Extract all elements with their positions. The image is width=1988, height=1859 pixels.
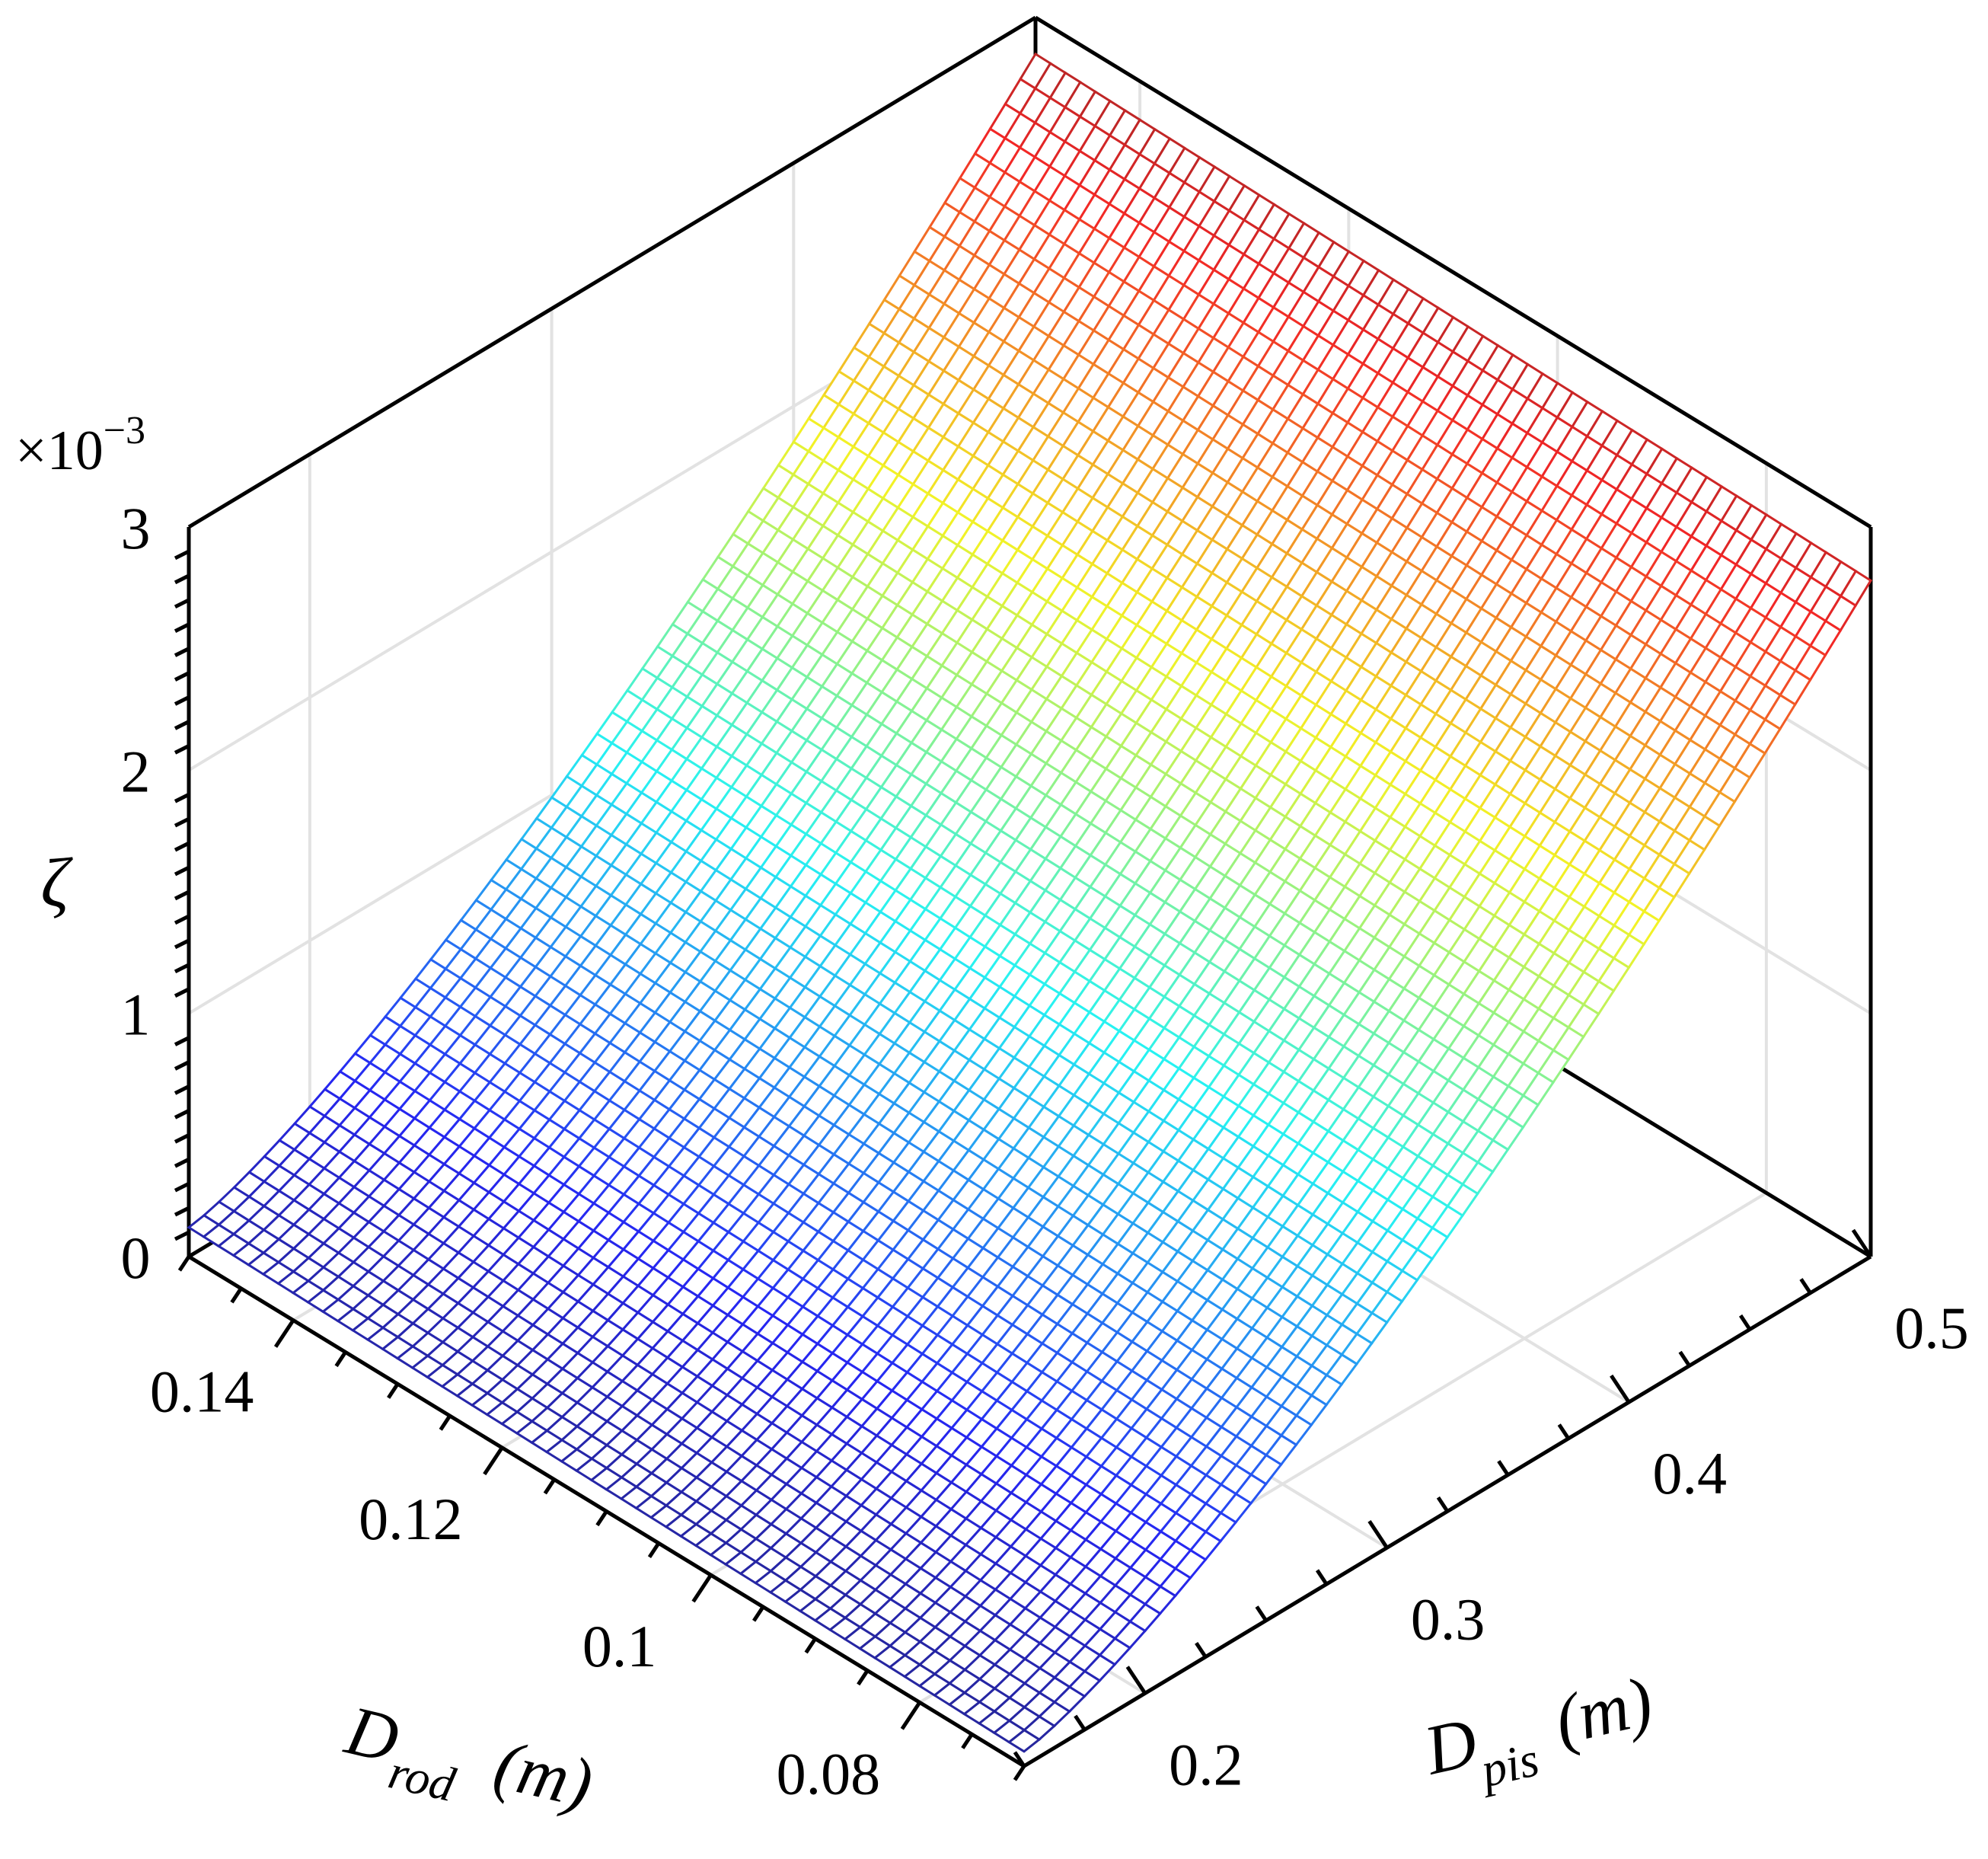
y-tick-minor	[1557, 1423, 1570, 1440]
y-tick-minor	[1436, 1496, 1450, 1512]
z-tick-label: 3	[121, 495, 151, 561]
svg-text:rod: rod	[384, 1744, 461, 1812]
z-exponent-label: ×10−3	[15, 409, 145, 482]
z-tick-minor	[174, 671, 190, 682]
x-tick-major	[691, 1573, 713, 1603]
svg-text:pis: pis	[1473, 1732, 1544, 1798]
x-tick-minor	[961, 1733, 974, 1749]
x-tick-minor	[387, 1382, 400, 1399]
y-tick-minor	[1799, 1278, 1812, 1295]
svg-text:(m): (m)	[1547, 1662, 1659, 1759]
x-tick-major	[273, 1319, 295, 1348]
x-tick-minor	[857, 1669, 870, 1686]
svg-text:D: D	[1416, 1702, 1485, 1790]
z-tick-minor	[174, 987, 190, 998]
z-tick-minor	[174, 841, 190, 852]
y-tick-label: 0.5	[1894, 1295, 1969, 1361]
z-tick-minor	[174, 1036, 190, 1046]
z-tick-minor	[174, 720, 190, 730]
z-tick-minor	[174, 598, 190, 609]
z-tick-minor	[174, 914, 190, 925]
y-tick-minor	[1013, 1751, 1026, 1768]
z-tick-minor	[174, 865, 190, 877]
y-tick-major	[1851, 1228, 1873, 1258]
y-tick-major	[1367, 1520, 1389, 1549]
y-tick-minor	[1497, 1460, 1510, 1477]
y-tick-label: 0.2	[1169, 1731, 1243, 1797]
z-tick-minor	[174, 793, 190, 803]
y-tick-minor	[1738, 1314, 1752, 1330]
y-tick-minor	[1678, 1350, 1691, 1367]
z-tick-label: 2	[121, 738, 151, 804]
x-tick-minor	[647, 1541, 661, 1558]
tick-marks	[174, 549, 1873, 1781]
z-tick-label: 1	[121, 982, 151, 1048]
x-tick-minor	[543, 1478, 557, 1495]
x-tick-minor	[439, 1414, 452, 1431]
x-tick-minor	[1013, 1765, 1026, 1781]
y-axis-label: D pis (m)	[1416, 1662, 1660, 1798]
x-tick-major	[483, 1446, 504, 1476]
z-tick-minor	[174, 1060, 190, 1071]
z-tick-minor	[174, 695, 190, 706]
z-tick-minor	[174, 1158, 190, 1168]
y-tick-minor	[1255, 1605, 1268, 1622]
z-tick-minor	[174, 573, 190, 585]
x-tick-minor	[752, 1605, 765, 1622]
x-tick-major	[900, 1701, 921, 1730]
box-edge	[1034, 15, 1872, 529]
y-tick-major	[1125, 1666, 1147, 1695]
x-tick-minor	[804, 1637, 817, 1654]
z-tick-minor	[174, 963, 190, 974]
y-tick-label: 0.3	[1411, 1586, 1485, 1652]
y-tick-major	[1610, 1374, 1631, 1404]
y-tick-minor	[1315, 1569, 1329, 1586]
x-axis-label: D rod (m)	[338, 1691, 600, 1823]
x-tick-label: 0.1	[582, 1613, 657, 1679]
y-tick-label: 0.4	[1653, 1440, 1728, 1506]
surface-cell	[1007, 1728, 1042, 1753]
box-edge	[187, 15, 1037, 529]
x-tick-minor	[230, 1287, 243, 1304]
x-tick-label: 0.08	[777, 1740, 881, 1806]
x-tick-label: 0.14	[150, 1359, 254, 1425]
z-axis-label: ζ	[40, 844, 73, 922]
z-tick-minor	[174, 1084, 190, 1095]
z-tick-minor	[174, 549, 190, 561]
x-tick-label: 0.12	[359, 1486, 463, 1552]
surface-mesh	[187, 52, 1873, 1753]
y-tick-minor	[1074, 1714, 1087, 1731]
z-tick-minor	[174, 1230, 190, 1241]
z-tick-minor	[174, 816, 190, 828]
svg-text:(m): (m)	[487, 1725, 599, 1822]
x-tick-minor	[334, 1351, 347, 1368]
z-tick-minor	[174, 938, 190, 950]
z-tick-minor	[174, 890, 190, 901]
z-tick-minor	[174, 647, 190, 657]
y-tick-minor	[1195, 1642, 1208, 1659]
x-tick-minor	[177, 1255, 191, 1272]
z-tick-minor	[174, 1181, 190, 1193]
z-tick-minor	[174, 1206, 190, 1217]
z-tick-label: 0	[121, 1225, 151, 1291]
z-tick-minor	[174, 744, 190, 755]
z-tick-minor	[174, 622, 190, 633]
x-tick-minor	[595, 1510, 608, 1527]
tick-labels: 0.08 0.1 0.12 0.14 0.2 0.3 0.4 0.5 0 1 2 3	[121, 495, 1969, 1806]
z-tick-minor	[174, 1133, 190, 1144]
z-tick-minor	[174, 1109, 190, 1120]
